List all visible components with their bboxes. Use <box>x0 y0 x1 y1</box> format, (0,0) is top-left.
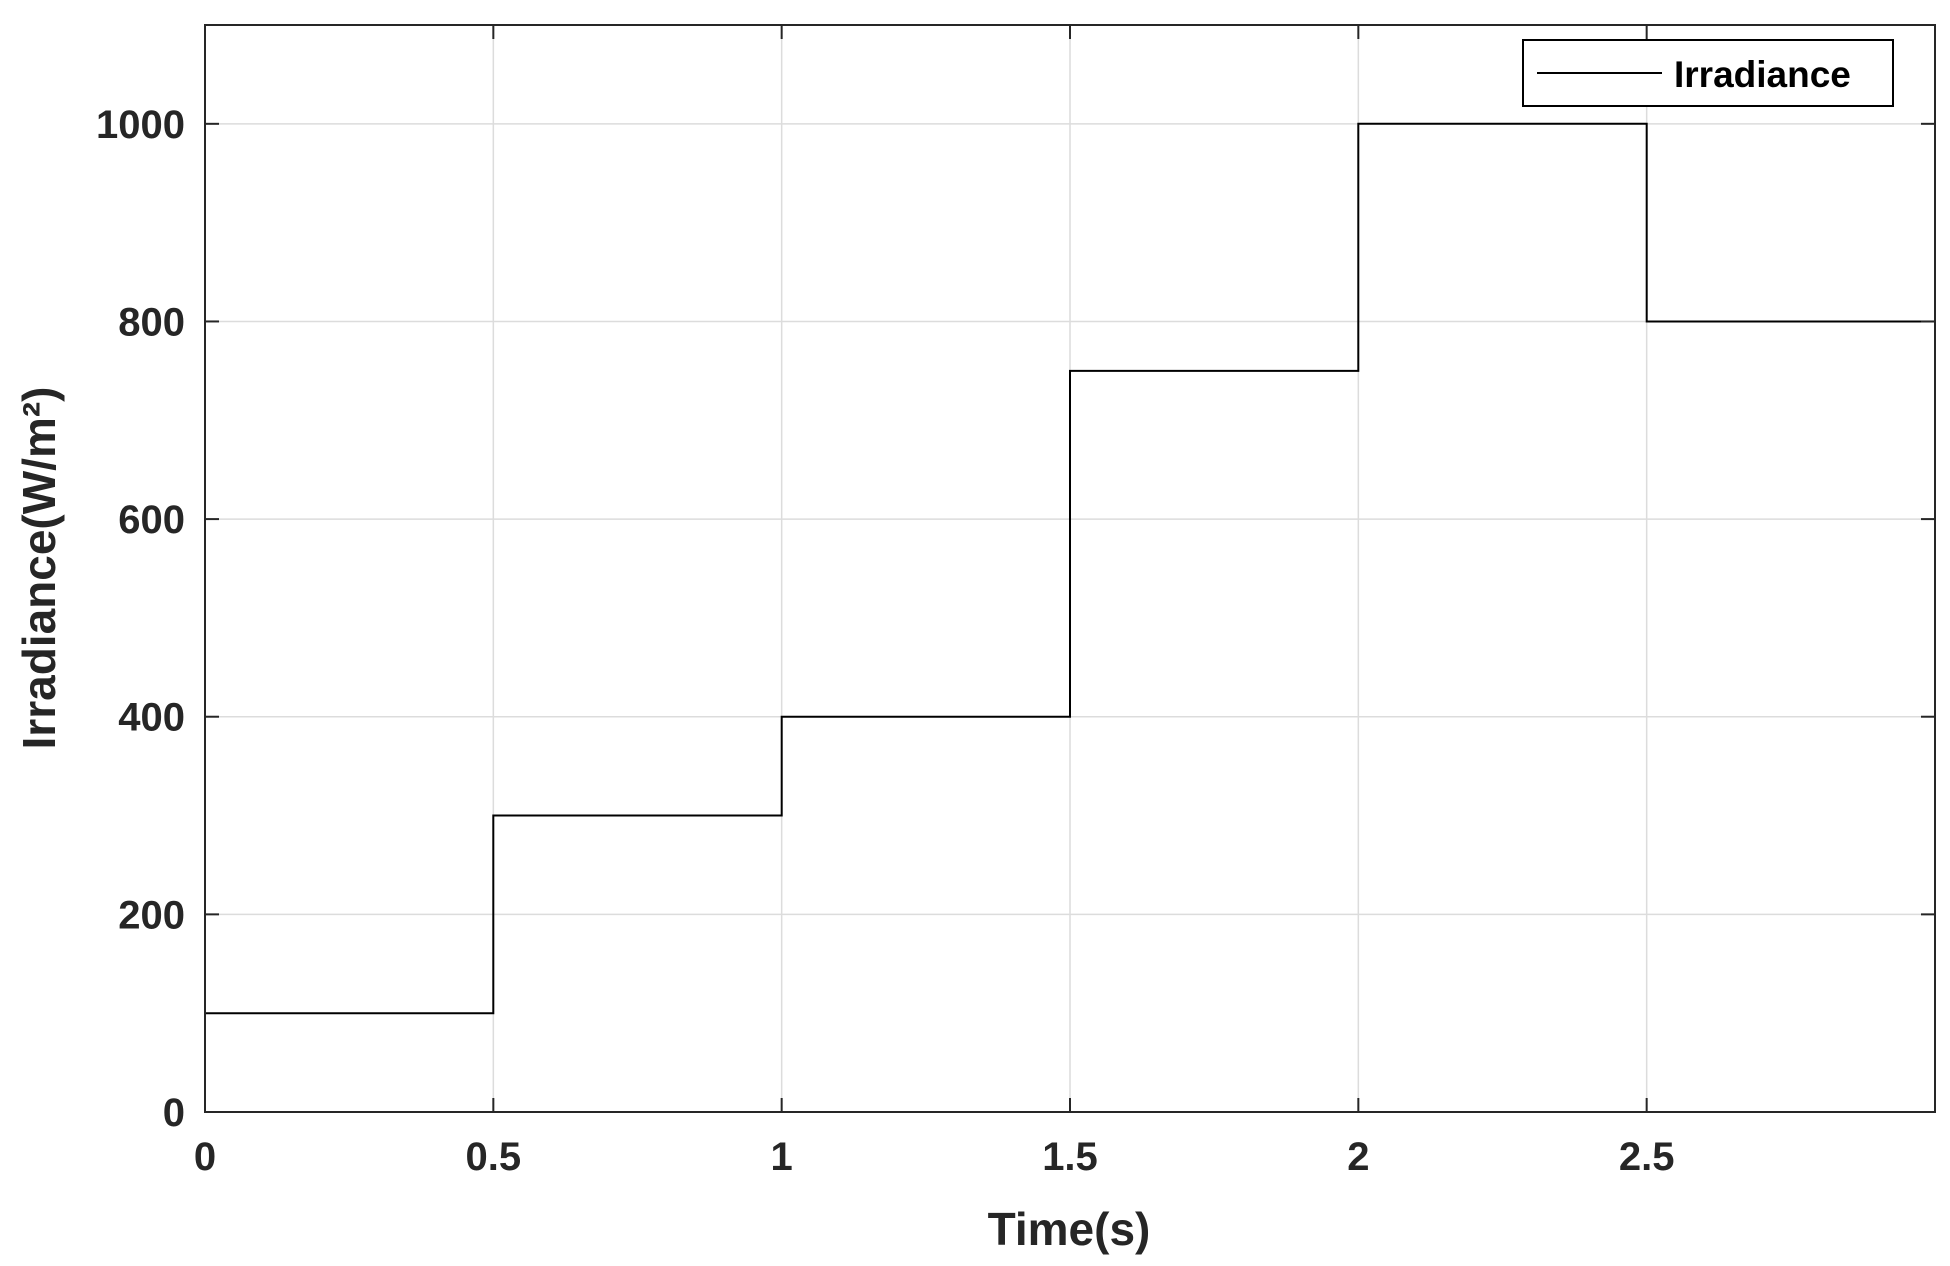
y-tick-label: 800 <box>118 300 185 344</box>
axes <box>204 24 1936 1113</box>
x-tick-label: 1 <box>771 1135 793 1179</box>
x-tick-label: 2 <box>1347 1135 1369 1179</box>
series-layer <box>205 122 1936 1015</box>
tick-labels: 0 0.5 1 1.5 2 2.5 0 200 400 600 800 1000 <box>96 103 1674 1179</box>
legend: Irradiance <box>1522 39 1894 107</box>
y-tick-label: 400 <box>118 696 185 740</box>
series-line-irradiance <box>205 122 1936 1015</box>
x-tick-label: 0 <box>194 1135 216 1179</box>
x-tick-label: 1.5 <box>1042 1135 1098 1179</box>
x-tick-label: 0.5 <box>466 1135 522 1179</box>
y-tick-label: 200 <box>118 893 185 937</box>
x-tick-label: 2.5 <box>1619 1135 1675 1179</box>
legend-label: Irradiance <box>1674 54 1851 95</box>
y-tick-label: 1000 <box>96 103 185 147</box>
y-tick-label: 600 <box>118 498 185 542</box>
x-axis-title: Time(s) <box>988 1203 1151 1255</box>
y-axis-title: Irradiance(W/m²) <box>13 387 65 750</box>
y-tick-label: 0 <box>163 1091 185 1135</box>
